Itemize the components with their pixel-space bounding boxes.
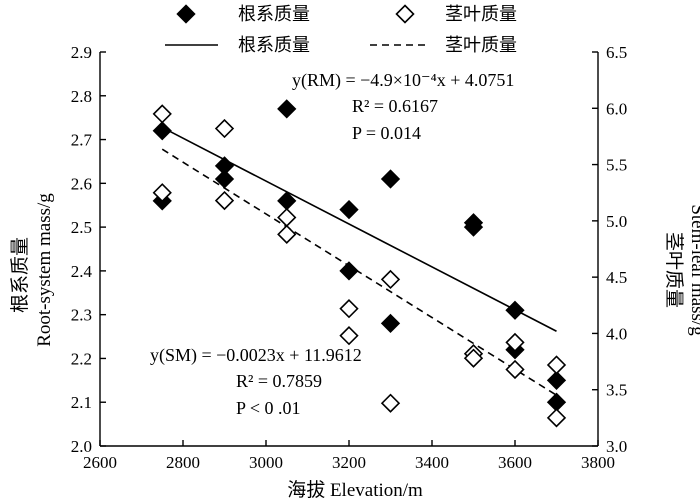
legend-marker-open-diamond [395,4,415,24]
annotations: y(RM) = −4.9×10⁻⁴x + 4.0751 R² = 0.6167 … [150,70,514,418]
y-right-tick-label: 5.5 [606,156,627,175]
root-mass-point [339,261,359,281]
y-left-axis-title-en: Root-system mass/g [34,193,55,347]
stem-leaf-mass-point [546,355,567,375]
y-left-axis-title-cn: 根系质量 [9,237,31,313]
y-right-axis-title-en: Stem-leaf mass/g [687,204,700,336]
stem-leaf-mass-point [277,224,297,244]
stem-leaf-mass-point [152,104,172,124]
stem-leaf-mass-point [463,348,484,368]
annotation-rm-equation: y(RM) = −4.9×10⁻⁴x + 4.0751 [292,70,514,91]
fit-line-stem-leaf [161,148,557,396]
y-right-tick-label: 4.5 [606,268,627,287]
legend-label-open: 茎叶质量 [445,4,517,25]
y-left-tick-label: 2.9 [71,43,92,62]
y-right-tick-label: 5.0 [606,212,627,231]
root-mass-point [214,169,235,189]
x-tick-label: 2800 [166,453,200,472]
stem-leaf-mass-point [339,299,359,319]
x-axis-title: 海拔 Elevation/m [287,479,423,501]
axis-ticks: 2600 2800 3000 3200 3400 3600 3800 2.0 2.1 2.2 2.3… [71,43,628,472]
stem-leaf-mass-point [152,183,172,203]
stem-leaf-mass-point [339,326,359,346]
stem-leaf-mass-point [214,190,235,211]
y-right-tick-label: 6.0 [606,99,627,118]
annotation-rm-r2: R² = 0.6167 [352,96,438,116]
y-right-tick-label: 3.5 [606,381,627,400]
root-mass-point [546,392,567,412]
root-mass-point [546,370,567,390]
annotation-sm-r2: R² = 0.7859 [236,371,322,391]
stem-leaf-mass-point [380,269,401,290]
root-mass-point [277,99,297,119]
root-mass-point [380,169,401,189]
y-right-axis-title-cn: 茎叶质量 [663,232,685,308]
y-left-tick-label: 2.5 [71,218,92,237]
y-left-tick-label: 2.2 [71,349,92,368]
x-tick-label: 3200 [332,453,366,472]
axes [99,52,599,447]
y-right-tick-label: 4.0 [606,324,627,343]
stem-leaf-mass-point [380,393,401,413]
data-points [152,99,567,428]
x-tick-label: 2600 [83,453,117,472]
y-left-tick-label: 2.8 [71,87,92,106]
stem-leaf-mass-point [214,118,235,139]
y-right-tick-label: 6.5 [606,43,627,62]
x-tick-label: 3600 [498,453,532,472]
stem-leaf-mass-point [277,207,297,228]
legend: 根系质量 茎叶质量 根系质量 茎叶质量 [165,4,517,56]
annotation-sm-p: P < 0 .01 [236,398,301,418]
root-mass-point [380,313,401,334]
stem-leaf-mass-point [505,332,525,353]
legend-label-filled: 根系质量 [238,4,310,25]
annotation-rm-p: P = 0.014 [352,123,421,143]
root-mass-point [339,199,359,220]
legend-label-dashed: 茎叶质量 [445,35,517,56]
annotation-sm-equation: y(SM) = −0.0023x + 11.9612 [150,345,362,366]
legend-marker-filled-diamond [176,4,196,24]
root-mass-point [152,121,172,141]
y-left-tick-label: 2.7 [71,131,93,150]
y-left-tick-label: 2.6 [71,174,92,193]
y-left-tick-label: 2.1 [71,393,92,412]
x-tick-label: 3000 [249,453,283,472]
fit-line-root [161,126,557,332]
legend-label-solid: 根系质量 [238,35,310,56]
y-left-tick-label: 2.0 [71,437,92,456]
stem-leaf-mass-point [505,359,525,380]
y-right-tick-label: 3.0 [606,437,627,456]
y-left-tick-label: 2.3 [71,306,92,325]
stem-leaf-mass-point [546,408,567,428]
root-mass-point [505,300,525,320]
x-tick-label: 3800 [581,453,615,472]
y-left-tick-label: 2.4 [71,262,93,281]
root-mass-point [463,217,484,237]
x-tick-label: 3400 [415,453,449,472]
